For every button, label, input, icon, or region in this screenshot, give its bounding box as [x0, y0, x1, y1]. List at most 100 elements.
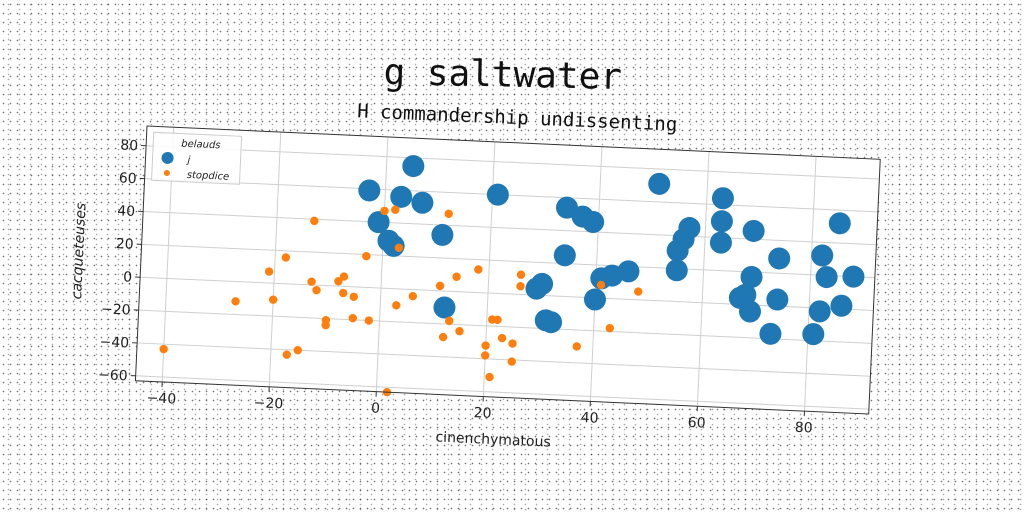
- y-gridline: [138, 309, 872, 344]
- data-point-j: [738, 300, 761, 323]
- y-tick-label: −20: [101, 301, 131, 318]
- data-point-stopdice: [572, 342, 581, 351]
- data-point-stopdice: [408, 291, 417, 301]
- data-point-j: [525, 277, 548, 300]
- data-point-j: [711, 187, 734, 210]
- x-tick-label: 60: [687, 415, 706, 432]
- data-point-stopdice: [307, 277, 316, 286]
- data-point-stopdice: [380, 206, 389, 216]
- data-point-stopdice: [159, 344, 168, 354]
- data-point-stopdice: [391, 205, 400, 214]
- data-point-j: [402, 155, 425, 178]
- data-point-j: [830, 294, 853, 317]
- data-point-stopdice: [474, 265, 483, 274]
- x-tick-label: 40: [580, 410, 599, 427]
- data-point-stopdice: [364, 316, 373, 325]
- data-point-stopdice: [516, 270, 526, 279]
- data-point-stopdice: [282, 350, 291, 359]
- data-points: [159, 155, 865, 397]
- data-point-stopdice: [507, 357, 516, 366]
- data-point-j: [768, 247, 791, 270]
- data-point-stopdice: [281, 253, 291, 262]
- data-point-stopdice: [452, 272, 461, 281]
- data-point-stopdice: [339, 272, 349, 281]
- legend-marker-stopdice: [163, 169, 170, 176]
- y-tick-label: 20: [115, 236, 134, 253]
- data-point-j: [648, 172, 671, 195]
- data-point-stopdice: [310, 216, 319, 226]
- y-gridline: [144, 178, 878, 213]
- y-axis-title: cacqueteuses: [69, 202, 89, 299]
- data-point-stopdice: [596, 280, 606, 290]
- data-point-j: [486, 183, 509, 206]
- data-point-stopdice: [394, 243, 404, 252]
- data-point-stopdice: [444, 209, 453, 219]
- y-gridline: [146, 145, 880, 180]
- legend-marker-j: [161, 151, 174, 164]
- data-point-j: [583, 288, 606, 311]
- data-point-j: [709, 231, 732, 254]
- data-point-stopdice: [497, 333, 507, 343]
- data-point-stopdice: [334, 277, 343, 286]
- legend-title: belauds: [181, 139, 221, 152]
- y-tick-label: 80: [120, 138, 139, 155]
- x-gridline: [375, 136, 389, 392]
- data-point-stopdice: [438, 332, 448, 342]
- data-point-j: [367, 211, 390, 234]
- data-point-j: [665, 259, 688, 282]
- plot-background: [135, 126, 881, 415]
- data-point-j: [811, 244, 834, 267]
- data-point-stopdice: [435, 281, 445, 291]
- data-point-j: [842, 265, 865, 288]
- x-tick-label: −20: [253, 395, 283, 412]
- data-point-j: [740, 265, 763, 288]
- x-tick-label: −40: [146, 390, 176, 407]
- data-point-stopdice: [634, 287, 643, 296]
- data-point-j: [766, 288, 789, 311]
- data-point-stopdice: [231, 297, 240, 306]
- plot-area: −40 −20 0 20 40 60 80 −60 −40 −20 0 20 40 60 80 cinenc…: [69, 125, 881, 451]
- y-gridline: [137, 342, 871, 377]
- legend-box: [151, 131, 243, 185]
- data-point-stopdice: [348, 313, 358, 323]
- data-point-stopdice: [480, 351, 490, 360]
- data-point-stopdice: [312, 285, 321, 295]
- x-gridline: [696, 151, 710, 407]
- data-point-stopdice: [268, 295, 278, 304]
- data-point-j: [431, 223, 454, 246]
- y-tick-label: −60: [98, 367, 128, 384]
- data-point-j: [617, 260, 640, 283]
- data-point-stopdice: [481, 341, 490, 350]
- data-point-j: [815, 266, 838, 289]
- data-point-j: [759, 322, 782, 345]
- data-point-stopdice: [339, 288, 348, 298]
- y-tick-label: 0: [123, 269, 133, 285]
- data-point-j: [710, 210, 733, 233]
- data-point-stopdice: [508, 339, 517, 348]
- data-point-stopdice: [362, 251, 371, 261]
- data-point-stopdice: [264, 267, 274, 276]
- data-point-stopdice: [485, 372, 494, 382]
- data-point-j: [553, 244, 576, 267]
- data-point-stopdice: [392, 301, 401, 310]
- data-point-j: [808, 300, 831, 323]
- data-point-j: [742, 219, 765, 242]
- data-point-stopdice: [516, 282, 525, 291]
- x-gridline: [268, 132, 282, 387]
- y-tick-label: −40: [99, 334, 129, 351]
- plot-frame: [134, 125, 881, 415]
- data-point-j: [534, 309, 557, 332]
- x-tick-label: 0: [371, 400, 381, 416]
- data-point-stopdice: [493, 315, 502, 324]
- y-tick-label: 60: [118, 170, 137, 187]
- data-point-j: [358, 179, 381, 202]
- data-point-j: [582, 211, 605, 234]
- data-point-stopdice: [321, 320, 330, 330]
- data-point-j: [411, 191, 434, 214]
- data-point-j: [802, 323, 825, 346]
- data-point-stopdice: [445, 316, 454, 326]
- data-point-stopdice: [349, 292, 358, 301]
- data-point-stopdice: [455, 327, 464, 336]
- legend-label-stopdice: stopdice: [187, 170, 230, 183]
- data-point-j: [678, 217, 701, 240]
